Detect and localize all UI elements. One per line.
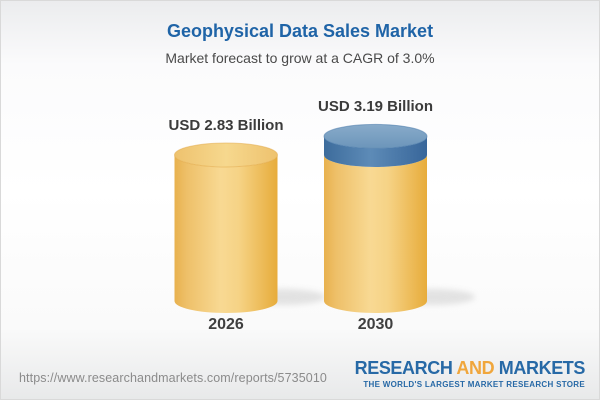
logo-tagline: THE WORLD'S LARGEST MARKET RESEARCH STOR… [363,380,585,389]
chart-subtitle: Market forecast to grow at a CAGR of 3.0… [165,50,435,66]
cylinder-top-blue [323,123,428,149]
cylinder-shadow [391,289,475,305]
report-url: https://www.researchandmarkets.com/repor… [19,371,327,385]
footer: https://www.researchandmarkets.com/repor… [1,351,599,399]
value-label-2026: USD 2.83 Billion [168,116,284,134]
cylinder-body-gold [174,154,278,313]
research-and-markets-logo: RESEARCH AND MARKETS THE WORLD'S LARGEST… [354,358,586,390]
chart-header: Geophysical Data Sales Market Market for… [1,1,599,67]
page-title: Geophysical Data Sales Market [166,21,434,41]
category-label-2026: 2026 [208,316,244,333]
value-label-2030: USD 3.19 Billion [317,98,434,116]
cylinder-growth-cap [324,136,427,167]
cylinder-shadow [241,289,326,305]
logo-word-and: AND [456,358,495,378]
logo-word-research: RESEARCH [354,358,453,378]
cylinder-body-gold [324,154,427,313]
logo-wordmark: RESEARCH AND MARKETS [354,358,586,378]
logo-word-markets: MARKETS [498,358,586,378]
category-label-2030: 2030 [357,316,394,333]
cylinder-top-gold [174,142,278,168]
